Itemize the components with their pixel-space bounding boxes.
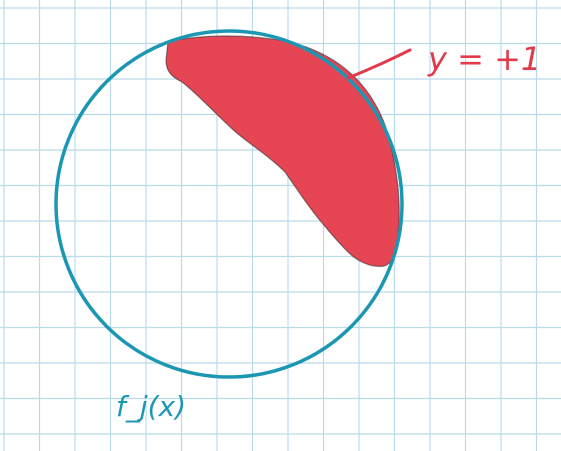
pointer-line bbox=[346, 48, 412, 80]
positive-region bbox=[165, 35, 400, 267]
decision-circle bbox=[54, 29, 404, 379]
region-label: y = +1 bbox=[427, 40, 541, 78]
circle-label: f_j(x) bbox=[116, 390, 186, 423]
